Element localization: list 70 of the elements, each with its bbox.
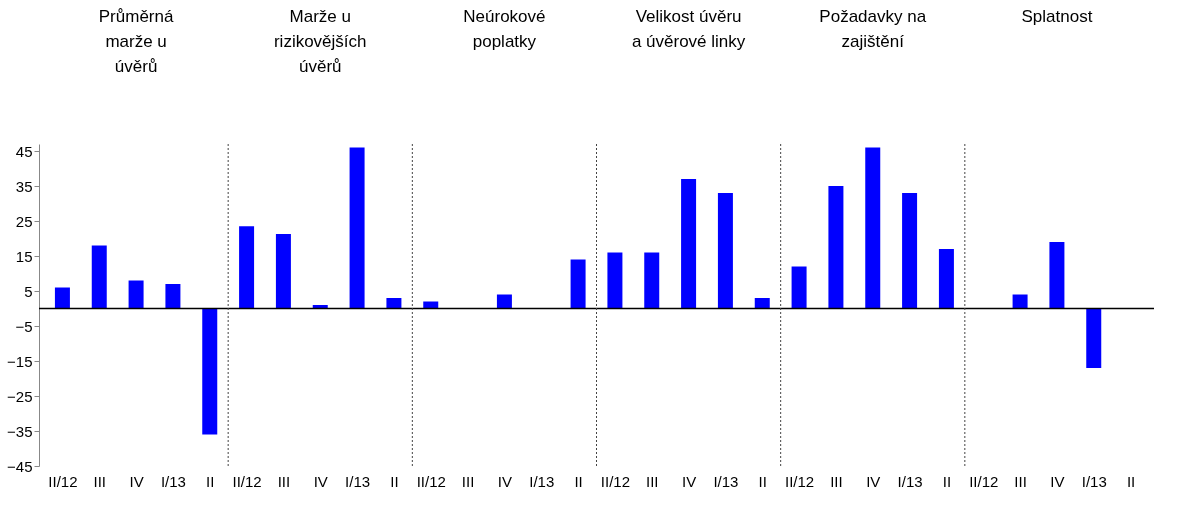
bar (1049, 242, 1065, 309)
bar (275, 233, 291, 309)
bar (128, 280, 144, 309)
bar (349, 147, 365, 309)
text: Průměrná marže u úvěrů (98, 7, 174, 76)
x-tick-label: II (390, 472, 399, 490)
bar (54, 287, 70, 309)
x-tick-label: II/12 (600, 472, 631, 490)
x-tick-label: II/12 (969, 472, 999, 490)
bar (902, 193, 918, 309)
x-tick-label: IV (681, 472, 697, 490)
y-tick-label: 45 (15, 142, 33, 160)
y-tick-label: 5 (24, 282, 33, 300)
x-tick-label: IV (313, 472, 328, 490)
y-tick-label: −15 (7, 352, 33, 370)
x-tick-label: IV (1050, 472, 1065, 490)
x-tick-label: III (461, 472, 475, 490)
bar (938, 249, 954, 309)
y-tick-label: 35 (15, 177, 33, 195)
bar (496, 294, 512, 309)
x-tick-label: III (277, 472, 291, 490)
x-tick-label: IV (866, 472, 881, 490)
y-tick-label: −5 (15, 317, 33, 335)
text: Splatnost (1021, 7, 1093, 26)
x-tick-label: III (1014, 472, 1027, 490)
bar (1086, 308, 1102, 368)
x-tick-label: I/13 (1081, 472, 1107, 490)
bar (791, 266, 807, 309)
bar (1012, 294, 1028, 309)
x-tick-label: III (645, 472, 659, 490)
bar (607, 252, 623, 309)
x-tick-label: II (1126, 472, 1136, 490)
y-tick-label: −45 (7, 457, 33, 475)
x-tick-label: I/13 (160, 472, 186, 490)
x-tick-label: I/13 (713, 472, 739, 490)
x-tick-label: IV (497, 472, 513, 490)
y-tick-label: 15 (15, 247, 33, 265)
x-tick-label: IV (129, 472, 144, 490)
bar (717, 193, 733, 309)
bar (570, 259, 586, 309)
text: Velikost úvěru a úvěrové linky (631, 7, 746, 51)
x-tick-label: II/12 (416, 472, 446, 490)
bar (202, 308, 218, 435)
x-tick-label: II (574, 472, 583, 490)
x-tick-label: II (206, 472, 215, 490)
bar (754, 298, 770, 309)
bar (165, 284, 181, 309)
bar (386, 298, 402, 309)
bar (865, 147, 881, 309)
bar (828, 186, 844, 309)
x-tick-label: I/13 (345, 472, 371, 490)
bar (644, 252, 660, 309)
x-tick-label: III (830, 472, 843, 490)
x-tick-label: II/12 (784, 472, 815, 490)
bar (91, 245, 107, 309)
text: Požadavky na zajištění (819, 7, 927, 51)
bar (239, 226, 255, 309)
text: Marže u rizikovějších úvěrů (273, 7, 367, 76)
y-tick-label: −25 (7, 387, 33, 405)
x-tick-label: II (758, 472, 767, 490)
text: Neúrokové poplatky (463, 7, 546, 51)
x-tick-label: II/12 (48, 472, 78, 490)
x-tick-label: III (93, 472, 107, 490)
bar (681, 179, 697, 309)
x-tick-label: II (942, 472, 952, 490)
x-tick-label: I/13 (529, 472, 555, 490)
x-tick-label: II/12 (232, 472, 262, 490)
y-tick-label: 25 (15, 212, 33, 230)
x-tick-label: I/13 (897, 472, 923, 490)
y-tick-label: −35 (7, 422, 33, 440)
